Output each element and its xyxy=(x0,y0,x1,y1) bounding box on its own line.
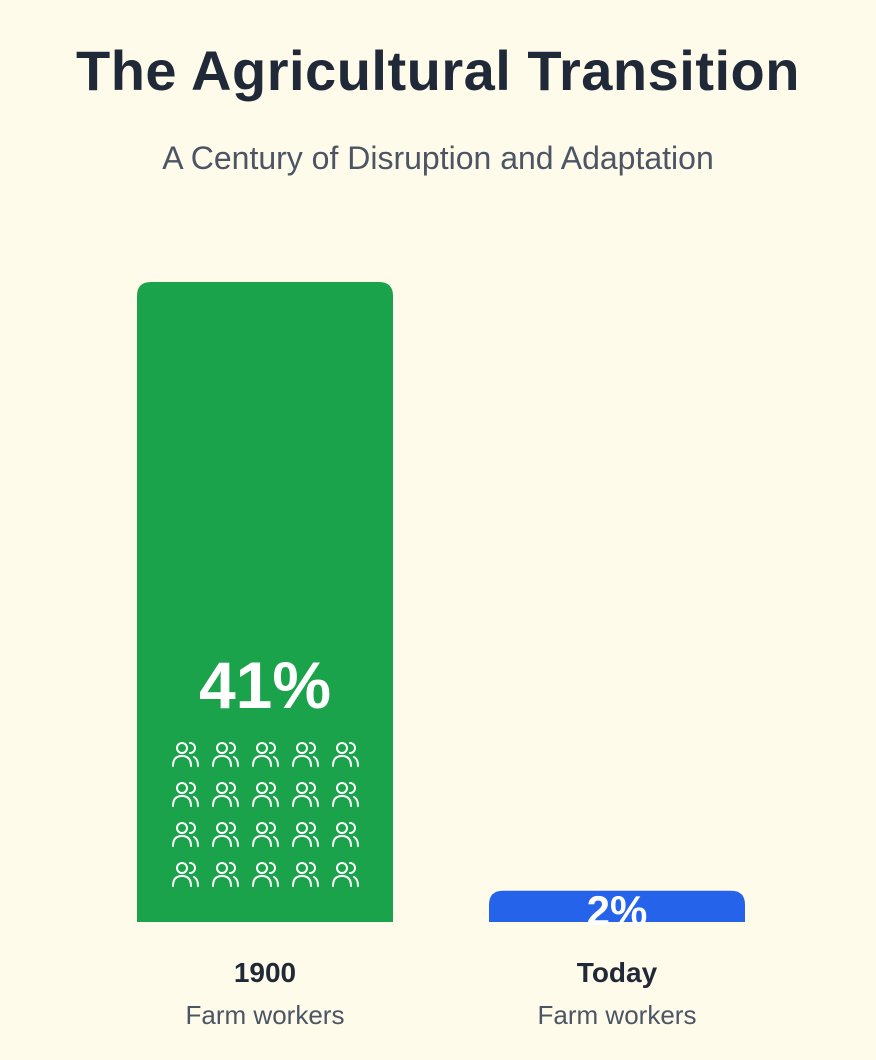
chart-title: The Agricultural Transition xyxy=(76,39,800,102)
bar-1900 xyxy=(137,282,393,922)
people-icon xyxy=(292,862,319,887)
category-label-today: Today xyxy=(577,957,658,988)
people-icon xyxy=(332,782,359,807)
bar-today xyxy=(489,890,745,922)
people-icon xyxy=(252,782,279,807)
people-icon xyxy=(252,862,279,887)
people-icon xyxy=(332,742,359,767)
bar-value-label-1900: 41% xyxy=(199,648,331,722)
people-icon xyxy=(212,862,239,887)
people-icon xyxy=(292,822,319,847)
bar-value-label-today: 2% xyxy=(587,887,648,934)
category-sublabel-today: Farm workers xyxy=(538,1000,697,1030)
people-icon xyxy=(172,782,199,807)
people-icon xyxy=(292,742,319,767)
people-icon xyxy=(252,742,279,767)
people-icon xyxy=(172,742,199,767)
people-icon xyxy=(212,782,239,807)
chart-subtitle: A Century of Disruption and Adaptation xyxy=(162,140,714,176)
people-icon xyxy=(332,862,359,887)
people-icon xyxy=(172,862,199,887)
category-label-1900: 1900 xyxy=(234,957,296,988)
people-icon xyxy=(172,822,199,847)
people-icon xyxy=(252,822,279,847)
people-icon xyxy=(292,782,319,807)
people-icon xyxy=(332,822,359,847)
category-sublabel-1900: Farm workers xyxy=(186,1000,345,1030)
people-icon-grid xyxy=(172,742,359,887)
people-icon xyxy=(212,822,239,847)
people-icon xyxy=(212,742,239,767)
